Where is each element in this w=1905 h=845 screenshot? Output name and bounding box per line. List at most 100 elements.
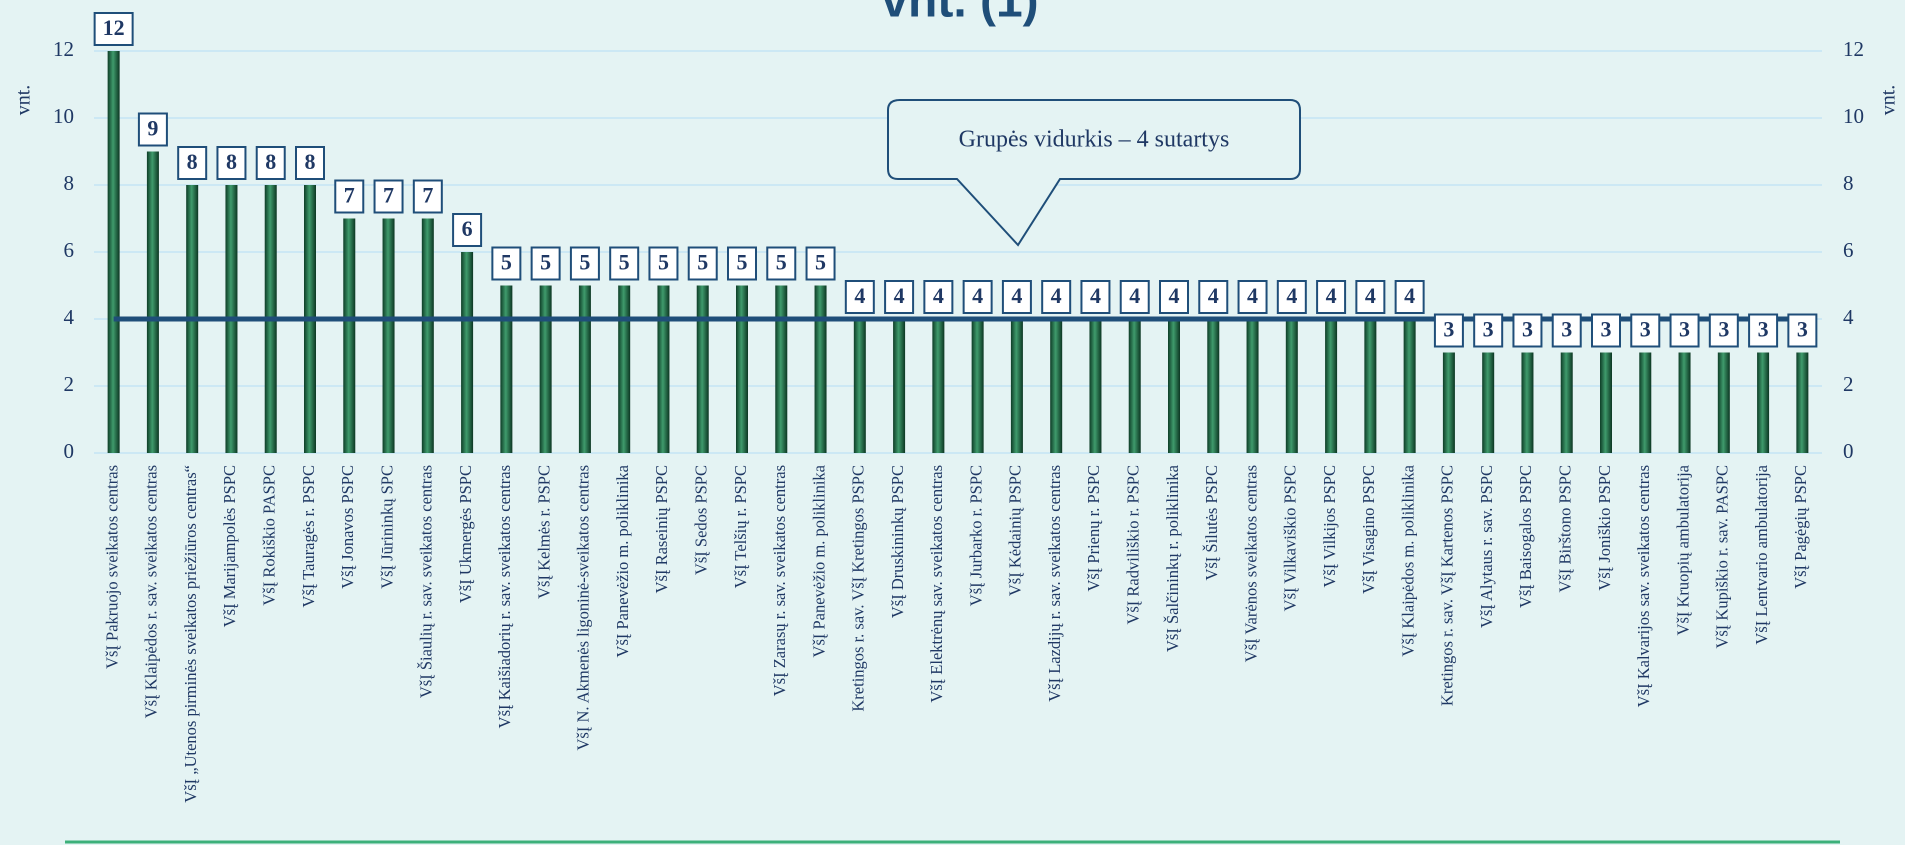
data-label: 3: [1522, 317, 1533, 342]
data-label: 3: [1718, 317, 1729, 342]
data-label-box: [844, 280, 875, 314]
y-tick-label: 4: [64, 305, 75, 329]
data-label: 8: [226, 149, 237, 174]
data-label: 5: [501, 250, 512, 275]
data-label-box: [1473, 313, 1504, 348]
data-label: 4: [1129, 283, 1140, 308]
bar: [1207, 319, 1220, 453]
data-label: 8: [187, 149, 198, 174]
data-label: 12: [103, 15, 125, 40]
bar: [578, 285, 591, 453]
data-label-box: [569, 246, 600, 281]
data-label-box: [216, 146, 247, 180]
data-label: 4: [1011, 283, 1022, 308]
data-label-box: [1080, 280, 1111, 314]
y2-tick-label: 0: [1843, 439, 1854, 463]
x-tick-label: Kretingos r. sav. VšĮ Kretingos PSPC: [849, 465, 868, 712]
bar: [1246, 319, 1259, 453]
data-label-box: [1591, 313, 1621, 348]
data-label: 4: [894, 283, 905, 308]
data-label: 3: [1758, 317, 1769, 342]
bar: [814, 285, 827, 453]
data-label-box: [1119, 280, 1150, 314]
bar: [1010, 319, 1023, 453]
x-tick-label: VšĮ Alytaus r. sav. PSPC: [1477, 465, 1496, 628]
bar: [1403, 319, 1416, 453]
x-tick-label: VšĮ Marijampolės PSPC: [220, 465, 239, 627]
data-label-box: [962, 280, 993, 314]
data-label: 3: [1679, 317, 1690, 342]
y-tick-label: 12: [53, 37, 74, 61]
bar: [1442, 352, 1455, 453]
x-tick-label: VšĮ Kėdainių PSPC: [1006, 465, 1025, 596]
bar: [461, 252, 474, 453]
data-label-box: [255, 146, 286, 180]
x-tick-label: VšĮ Visagino PSPC: [1359, 465, 1378, 594]
bar: [1050, 319, 1063, 453]
y-tick-label: 8: [64, 171, 75, 195]
bar: [971, 319, 984, 453]
x-tick-label: VšĮ Kelmės r. PSPC: [534, 465, 553, 599]
x-tick-label: VšĮ Vilkaviškio PSPC: [1281, 465, 1300, 611]
x-tick-label: VšĮ N. Akmenės ligoninė-sveikatos centra…: [574, 465, 593, 750]
data-label-box: [727, 246, 757, 281]
x-tick-label: VšĮ Klaipėdos m. poliklinika: [1398, 464, 1417, 656]
data-label: 5: [619, 250, 630, 275]
y2-tick-label: 4: [1843, 305, 1854, 329]
bar: [1285, 319, 1298, 453]
data-label-box: [805, 246, 836, 281]
x-tick-label: VšĮ Tauragės r. PSPC: [299, 465, 318, 607]
bar: [1639, 352, 1652, 453]
data-label-box: [1512, 313, 1543, 348]
data-label: 4: [1326, 283, 1337, 308]
bar: [1796, 352, 1809, 453]
bar: [696, 285, 709, 453]
bar: [1521, 352, 1534, 453]
data-label-box: [93, 12, 134, 46]
x-tick-label: VšĮ Prienų r. PSPC: [1084, 465, 1103, 592]
data-label: 4: [972, 283, 983, 308]
x-tick-label: VšĮ Kaišiadorių r. sav. sveikatos centra…: [495, 465, 514, 728]
data-label: 5: [540, 250, 551, 275]
bar: [1717, 352, 1730, 453]
chart-title: vnt. (1): [881, 0, 1038, 28]
data-label-box: [923, 280, 954, 314]
data-label: 4: [933, 283, 944, 308]
data-label: 8: [265, 149, 276, 174]
data-label-box: [373, 179, 404, 214]
bar: [1325, 319, 1338, 453]
y2-tick-label: 2: [1843, 372, 1854, 396]
x-tick-label: VšĮ Panevėžio m. poliklinika: [809, 464, 828, 657]
data-label: 7: [383, 183, 394, 208]
x-tick-label: VšĮ Zarasų r. sav. sveikatos centras: [770, 465, 789, 696]
x-tick-label: VšĮ Panevėžio m. poliklinika: [613, 464, 632, 657]
data-label-box: [1237, 280, 1268, 314]
data-label-box: [1433, 313, 1464, 348]
data-label-box: [1551, 313, 1582, 348]
data-label-box: [1748, 313, 1779, 348]
bar: [618, 285, 631, 453]
bar: [107, 51, 120, 453]
x-tick-label: VšĮ Klaipėdos r. sav. sveikatos centras: [142, 465, 161, 718]
data-label: 4: [1208, 283, 1219, 308]
x-tick-label: VšĮ Šiaulių r. sav. sveikatos centras: [417, 465, 436, 698]
y-tick-label: 10: [53, 104, 74, 128]
data-label-box: [295, 146, 325, 180]
data-label-box: [609, 246, 640, 281]
callout-text: Grupės vidurkis – 4 sutartys: [959, 127, 1230, 153]
x-tick-label: VšĮ Lentvario ambulatorija: [1752, 464, 1771, 644]
data-label-box: [648, 246, 679, 281]
data-label-box: [452, 213, 483, 247]
data-label: 3: [1443, 317, 1454, 342]
bar: [1600, 352, 1612, 453]
bar: [932, 319, 945, 453]
x-tick-label: VšĮ Šalčininkų r. poliklinika: [1163, 464, 1182, 652]
data-label: 7: [422, 183, 433, 208]
bar: [1560, 352, 1573, 453]
data-label: 3: [1601, 317, 1612, 342]
data-label-box: [1669, 313, 1700, 348]
y-tick-label: 0: [64, 439, 75, 463]
data-label-box: [1394, 280, 1425, 314]
bar: [1364, 319, 1377, 453]
data-label-box: [884, 280, 915, 314]
